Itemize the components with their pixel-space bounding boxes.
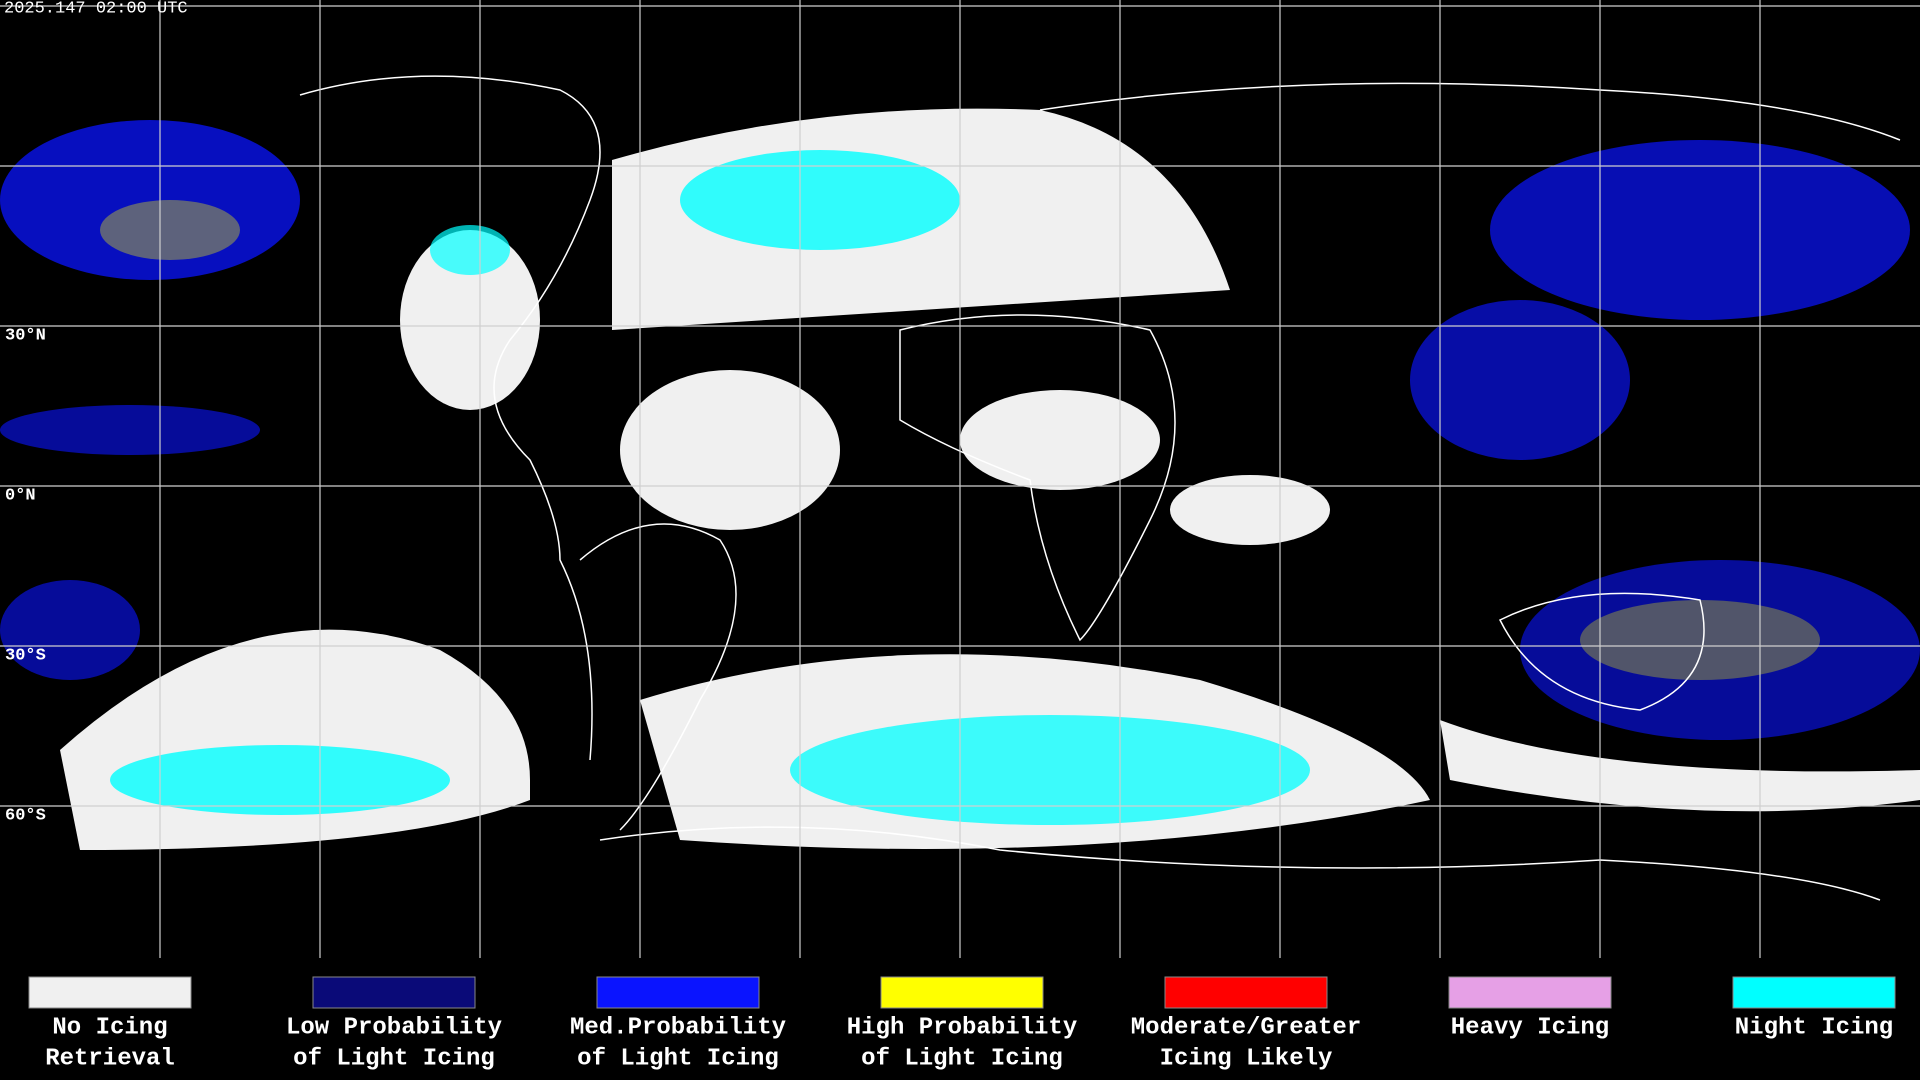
graticule [0, 0, 1920, 958]
coastline [1039, 82, 1901, 141]
legend-label: Moderate/Greater [1131, 1014, 1361, 1041]
legend-swatch [312, 976, 476, 1009]
coastline [299, 75, 601, 761]
legend-label: Retrieval [45, 1045, 175, 1072]
latitude-label: 30°N [5, 326, 46, 345]
legend-label: Med.Probability [570, 1014, 786, 1041]
timestamp: 2025.147 02:00 UTC [4, 0, 188, 18]
legend-label: of Light Icing [577, 1045, 779, 1072]
legend-swatch [1732, 976, 1896, 1009]
latitude-label: 30°S [5, 646, 46, 665]
legend-label: Icing Likely [1160, 1045, 1333, 1072]
legend-swatch [1164, 976, 1328, 1009]
icing-region [0, 120, 300, 280]
legend: No Icing Retrieval Low Probability of Light… [28, 976, 1896, 1072]
legend-label: High Probability [847, 1014, 1077, 1041]
legend-swatch [28, 976, 192, 1009]
cloud-region [110, 745, 450, 815]
icing-region [0, 580, 140, 680]
icing-region [0, 405, 260, 455]
legend-label: No Icing [52, 1014, 167, 1041]
coastline [1498, 592, 1705, 711]
icing-region [1490, 140, 1910, 320]
legend-label: of Light Icing [861, 1045, 1063, 1072]
legend-label: Heavy Icing [1451, 1014, 1609, 1041]
icing-region [1580, 600, 1820, 680]
coastline [579, 523, 737, 831]
cloud-region [790, 715, 1310, 825]
cloud-region [620, 370, 840, 530]
cloud-region [680, 150, 960, 250]
icing-region [1410, 300, 1630, 460]
latitude-label: 60°S [5, 806, 46, 825]
cloud-region [960, 390, 1160, 490]
icing-region [1520, 560, 1920, 740]
latitude-label: 0°N [5, 486, 36, 505]
icing-region [100, 200, 240, 260]
latitude-labels: 30°N 0°N 30°S 60°S [5, 326, 46, 825]
cloud-region [1170, 475, 1330, 545]
legend-swatch [880, 976, 1044, 1009]
legend-label: Low Probability [286, 1014, 502, 1041]
legend-swatch [596, 976, 760, 1009]
cloud-region [400, 230, 540, 410]
cloud-region [430, 225, 510, 275]
legend-swatch [1448, 976, 1612, 1009]
legend-label: of Light Icing [293, 1045, 495, 1072]
cloud-field [0, 108, 1920, 850]
legend-label: Night Icing [1735, 1014, 1893, 1041]
cloud-region [1440, 720, 1920, 812]
